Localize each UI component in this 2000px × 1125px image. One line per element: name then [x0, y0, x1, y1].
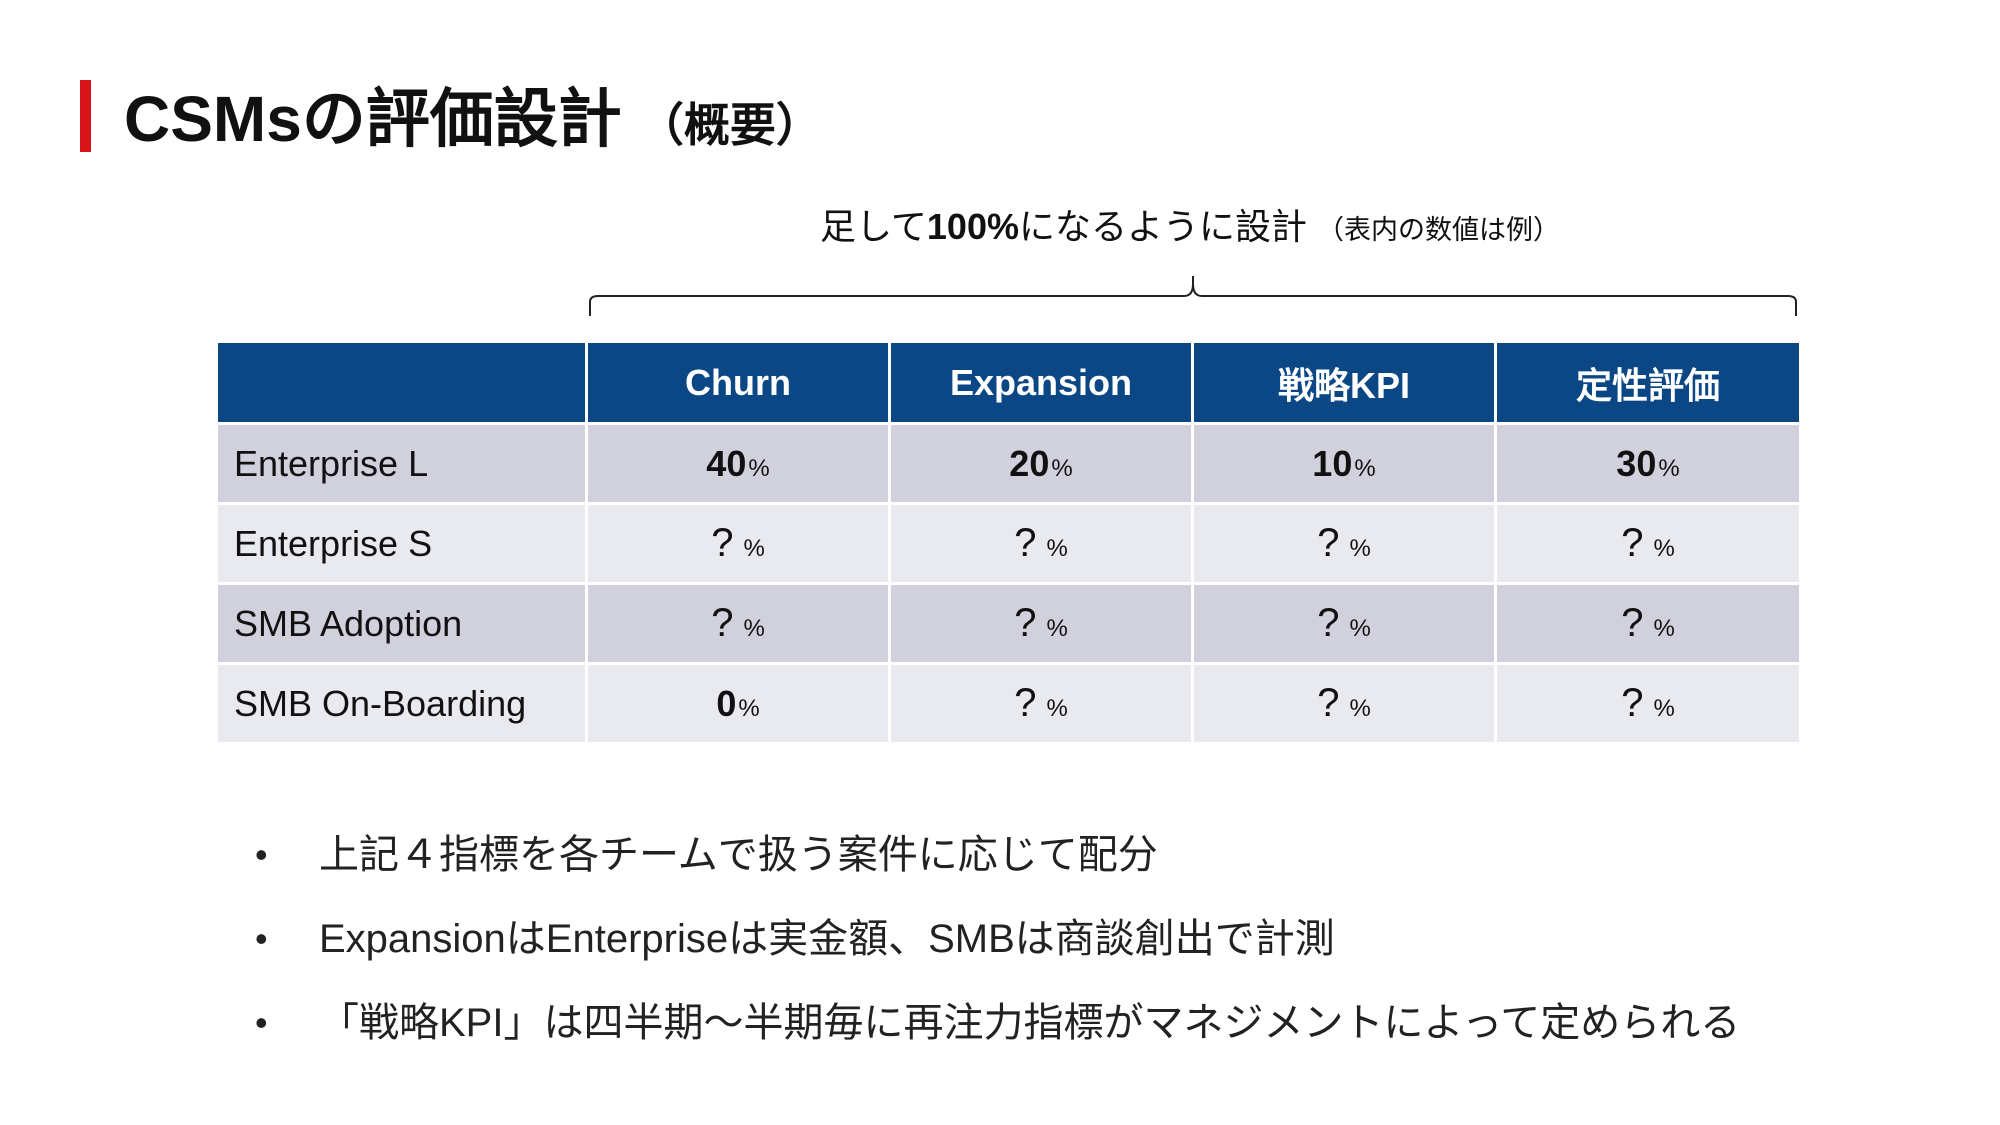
- cell-value: ?: [1014, 601, 1037, 645]
- cell-value: ?: [1621, 601, 1644, 645]
- cell-value: 0: [716, 682, 737, 724]
- cell-value: ?: [711, 521, 734, 565]
- header-cell-qualitative: 定性評価: [1494, 340, 1802, 425]
- cell-unit: %: [1658, 454, 1680, 482]
- cell-unit: %: [1349, 615, 1371, 642]
- cell-value: 30: [1616, 442, 1657, 484]
- cell-unit: %: [1051, 454, 1073, 482]
- table-cell: ?%: [888, 582, 1194, 665]
- table-cell: 40%: [585, 422, 891, 505]
- cell-value: 10: [1312, 442, 1353, 484]
- cell-value: ?: [1317, 521, 1340, 565]
- caption-lead: 足して: [819, 206, 927, 247]
- list-item: • 「戦略KPI」は四半期〜半期毎に再注力指標がマネジメントによって定められる: [255, 988, 1855, 1072]
- page-title: CSMsの評価設計 （概要）: [124, 76, 822, 162]
- cell-unit: %: [1046, 615, 1068, 642]
- cell-unit: %: [1653, 615, 1675, 642]
- bullet-list: • 上記４指標を各チームで扱う案件に応じて配分 • ExpansionはEnterp…: [255, 820, 1855, 1072]
- bullet-icon: •: [255, 1002, 268, 1043]
- table-cell: ?%: [1494, 502, 1802, 585]
- caption-bold: 100%: [926, 206, 1019, 247]
- row-label: Enterprise L: [215, 422, 588, 505]
- table-header-row: Churn Expansion 戦略KPI 定性評価: [215, 340, 1802, 425]
- header-cell-corner: [215, 340, 588, 425]
- cell-value: ?: [1317, 681, 1340, 725]
- bullet-icon: •: [255, 834, 268, 875]
- table-cell: ?%: [1494, 662, 1802, 745]
- cell-value: 40: [706, 442, 747, 484]
- row-label: Enterprise S: [215, 502, 588, 585]
- cell-value: ?: [1014, 521, 1037, 565]
- cell-value: ?: [1317, 601, 1340, 645]
- table-cell: 0%: [585, 662, 891, 745]
- cell-value: ?: [1014, 681, 1037, 725]
- table-cell: ?%: [1494, 582, 1802, 665]
- header-cell-strategic-kpi: 戦略KPI: [1191, 340, 1497, 425]
- bullet-text: 「戦略KPI」は四半期〜半期毎に再注力指標がマネジメントによって定められる: [319, 1001, 1741, 1045]
- cell-unit: %: [1653, 695, 1675, 722]
- table-cell: 20%: [888, 422, 1194, 505]
- table-cell: 30%: [1494, 422, 1802, 505]
- header-cell-expansion: Expansion: [888, 340, 1194, 425]
- cell-unit: %: [743, 535, 765, 562]
- curly-brace-icon: [589, 276, 1797, 316]
- list-item: • ExpansionはEnterpriseは実金額、SMBは商談創出で計測: [255, 904, 1855, 988]
- bullet-icon: •: [255, 918, 268, 959]
- table-cell: ?%: [1191, 582, 1497, 665]
- cell-unit: %: [1354, 454, 1376, 482]
- caption-note: （表内の数値は例）: [1317, 215, 1560, 245]
- title-accent-bar: [80, 80, 91, 152]
- table-cell: 10%: [1191, 422, 1497, 505]
- cell-unit: %: [1046, 695, 1068, 722]
- caption-tail: になるように設計: [1018, 206, 1307, 247]
- list-item: • 上記４指標を各チームで扱う案件に応じて配分: [255, 820, 1855, 904]
- cell-unit: %: [1349, 535, 1371, 562]
- bullet-text: 上記４指標を各チームで扱う案件に応じて配分: [319, 833, 1158, 877]
- row-label: SMB On-Boarding: [215, 662, 588, 745]
- table-row: SMB On-Boarding 0% ?% ?% ?%: [215, 662, 1802, 745]
- cell-value: ?: [711, 601, 734, 645]
- table-cell: ?%: [585, 582, 891, 665]
- bullet-text: ExpansionはEnterpriseは実金額、SMBは商談創出で計測: [319, 917, 1335, 961]
- table-caption: 足して100%になるように設計 （表内の数値は例）: [590, 202, 1790, 255]
- table-row: Enterprise L 40% 20% 10% 30%: [215, 422, 1802, 505]
- table-cell: ?%: [888, 502, 1194, 585]
- table-cell: ?%: [888, 662, 1194, 745]
- page-title-main: CSMsの評価設計: [124, 83, 622, 155]
- cell-unit: %: [748, 454, 770, 482]
- cell-value: ?: [1621, 681, 1644, 725]
- cell-unit: %: [1046, 535, 1068, 562]
- cell-unit: %: [738, 694, 760, 722]
- table-cell: ?%: [585, 502, 891, 585]
- cell-unit: %: [1653, 535, 1675, 562]
- evaluation-table: Churn Expansion 戦略KPI 定性評価 Enterprise L …: [215, 340, 1802, 745]
- row-label: SMB Adoption: [215, 582, 588, 665]
- cell-value: 20: [1009, 442, 1050, 484]
- table-row: SMB Adoption ?% ?% ?% ?%: [215, 582, 1802, 665]
- table-row: Enterprise S ?% ?% ?% ?%: [215, 502, 1802, 585]
- cell-unit: %: [743, 615, 765, 642]
- table-cell: ?%: [1191, 662, 1497, 745]
- page-title-sub: （概要）: [637, 99, 822, 151]
- cell-unit: %: [1349, 695, 1371, 722]
- header-cell-churn: Churn: [585, 340, 891, 425]
- cell-value: ?: [1621, 521, 1644, 565]
- table-cell: ?%: [1191, 502, 1497, 585]
